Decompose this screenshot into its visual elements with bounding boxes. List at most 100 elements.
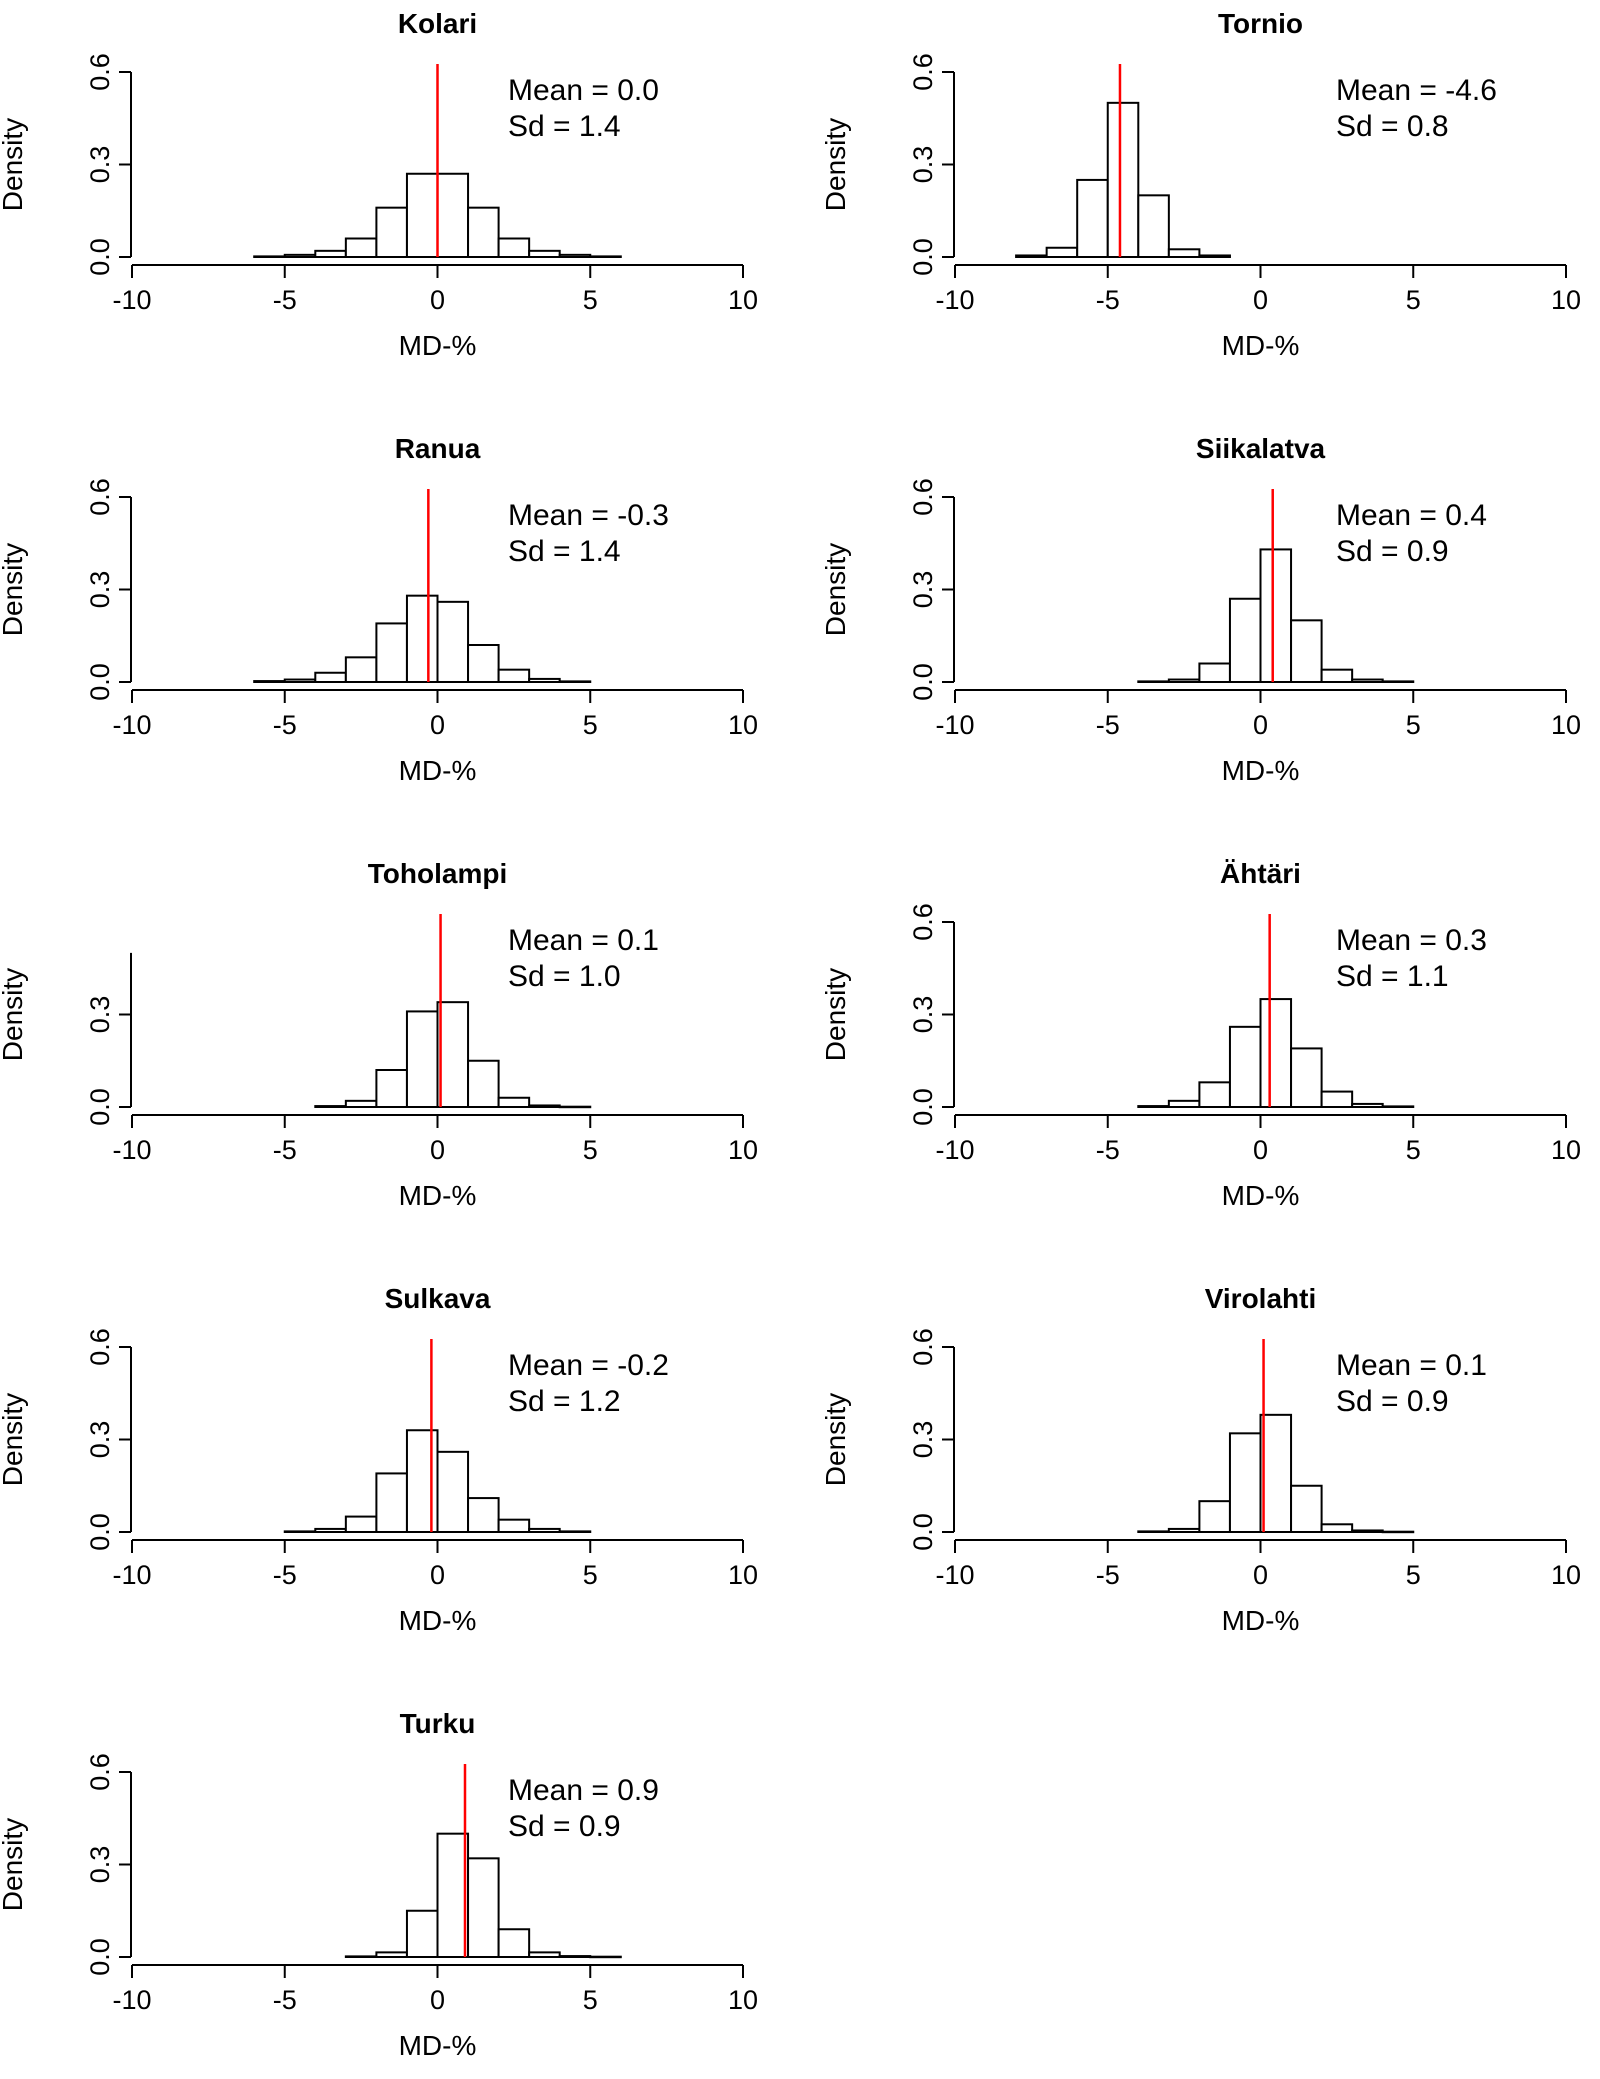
histogram-bar — [405, 1010, 439, 1109]
histogram-bar — [1259, 548, 1293, 684]
histogram-bar — [558, 1530, 592, 1533]
histogram-bar — [1381, 1530, 1415, 1534]
x-tick-label: -10 — [935, 285, 974, 315]
histogram-bar — [375, 1069, 408, 1108]
y-tick-label: 0.3 — [85, 1421, 115, 1459]
sd-annotation: Sd = 1.0 — [508, 960, 621, 993]
histogram-bar — [344, 1099, 378, 1109]
x-tick-label: -5 — [273, 1135, 297, 1165]
histogram-bar — [1228, 597, 1262, 683]
y-axis-label: Density — [820, 543, 851, 636]
histogram-bar — [375, 1951, 408, 1958]
y-axis-label: Density — [0, 543, 28, 636]
histogram-bar — [436, 600, 470, 683]
histogram-bar — [283, 1530, 317, 1533]
x-axis-label: MD-% — [1222, 755, 1300, 786]
y-tick-label: 0.3 — [85, 1846, 115, 1884]
panel-title: Ähtäri — [1220, 858, 1301, 889]
histogram-bar — [1351, 1529, 1384, 1534]
histogram-bar — [283, 678, 317, 683]
histogram-bar — [436, 172, 470, 258]
histogram-bar — [558, 253, 592, 258]
y-tick-label: 0.3 — [908, 146, 938, 184]
histogram-bar — [1198, 1081, 1231, 1109]
histogram-bar — [1381, 1105, 1415, 1108]
histogram-bar — [314, 671, 347, 683]
panel-turku: Turku 0.0 0.3 0.6 Density -10 -5 0 5 10 MD-% Mean =… — [0, 1708, 758, 2061]
histogram-bar — [1106, 101, 1140, 259]
x-tick-label: -5 — [273, 1985, 297, 2015]
histogram-bar — [405, 1429, 439, 1533]
mean-annotation: Mean = 0.1 — [1336, 1349, 1487, 1382]
x-tick-label: -10 — [112, 285, 151, 315]
y-tick-label: 0.3 — [85, 146, 115, 184]
mean-annotation: Mean = 0.0 — [508, 74, 659, 107]
histogram-bar — [1137, 680, 1170, 684]
y-tick-label: 0.3 — [85, 996, 115, 1034]
panel-virolahti: Virolahti 0.0 0.3 0.6 Density -10 -5 0 5 10 MD-% Me… — [820, 1283, 1581, 1636]
panel-title: Virolahti — [1205, 1283, 1317, 1314]
x-tick-label: 0 — [430, 1560, 445, 1590]
histogram-bar — [1228, 1025, 1262, 1109]
x-tick-label: 0 — [430, 285, 445, 315]
panel--ht-ri: Ähtäri 0.0 0.3 0.6 Density -10 -5 0 5 10 MD-% Mean … — [820, 858, 1581, 1211]
x-tick-label: -5 — [1096, 710, 1120, 740]
y-axis-label: Density — [0, 1818, 28, 1911]
mean-annotation: Mean = -0.2 — [508, 1349, 669, 1382]
histogram-bar — [405, 1909, 439, 1958]
histogram-bar — [497, 237, 531, 258]
histogram-bar — [558, 1955, 592, 1958]
histogram-bar — [405, 172, 439, 258]
y-tick-label: 0.0 — [85, 1938, 115, 1976]
mean-annotation: Mean = -4.6 — [1336, 74, 1497, 107]
histogram-bar — [497, 1096, 531, 1108]
histogram-bar — [467, 206, 500, 259]
histogram-bar — [558, 680, 592, 684]
sd-annotation: Sd = 0.8 — [1336, 110, 1449, 143]
x-tick-label: 0 — [430, 710, 445, 740]
histogram-bar — [1259, 1413, 1293, 1534]
histogram-bar — [405, 594, 439, 684]
x-tick-label: 0 — [430, 1135, 445, 1165]
histogram-bar — [1198, 254, 1231, 258]
y-tick-label: 0.0 — [85, 238, 115, 276]
y-tick-label: 0.3 — [908, 1421, 938, 1459]
x-tick-label: 10 — [728, 1135, 758, 1165]
y-tick-label: 0.6 — [85, 53, 115, 91]
y-tick-label: 0.3 — [908, 996, 938, 1034]
x-axis-label: MD-% — [399, 755, 477, 786]
x-tick-label: -10 — [112, 710, 151, 740]
histogram-bar — [1259, 998, 1293, 1108]
x-tick-label: 10 — [1551, 1135, 1581, 1165]
histogram-bar — [528, 1951, 561, 1958]
histogram-bar — [314, 249, 347, 258]
histogram-bar — [375, 206, 408, 259]
histogram-bar — [467, 1059, 500, 1108]
x-axis-label: MD-% — [399, 330, 477, 361]
histogram-bar — [528, 249, 561, 258]
y-tick-label: 0.0 — [908, 1088, 938, 1126]
x-tick-label: 0 — [1253, 1560, 1268, 1590]
x-tick-label: -10 — [935, 1135, 974, 1165]
x-tick-label: 5 — [1406, 285, 1421, 315]
panel-title: Tornio — [1218, 8, 1303, 39]
x-tick-label: 10 — [728, 1985, 758, 2015]
histogram-bar — [497, 668, 531, 684]
histogram-bar — [1320, 1523, 1354, 1533]
histogram-bar — [436, 1001, 470, 1109]
histogram-bar — [1198, 1500, 1231, 1533]
sd-annotation: Sd = 1.2 — [508, 1385, 621, 1418]
histogram-bar — [436, 1450, 470, 1534]
x-tick-label: 5 — [1406, 1135, 1421, 1165]
histogram-bar — [344, 1515, 378, 1534]
x-tick-label: 5 — [1406, 1560, 1421, 1590]
panel-kolari: Kolari 0.0 0.3 0.6 Density -10 -5 0 5 10 MD-% Mean … — [0, 8, 758, 361]
y-axis-label: Density — [820, 118, 851, 211]
histogram-bar — [344, 237, 378, 258]
x-tick-label: -10 — [935, 1560, 974, 1590]
mean-annotation: Mean = 0.1 — [508, 924, 659, 957]
x-axis-label: MD-% — [1222, 1605, 1300, 1636]
mean-annotation: Mean = 0.9 — [508, 1774, 659, 1807]
x-tick-label: -10 — [935, 710, 974, 740]
x-axis-label: MD-% — [1222, 1180, 1300, 1211]
